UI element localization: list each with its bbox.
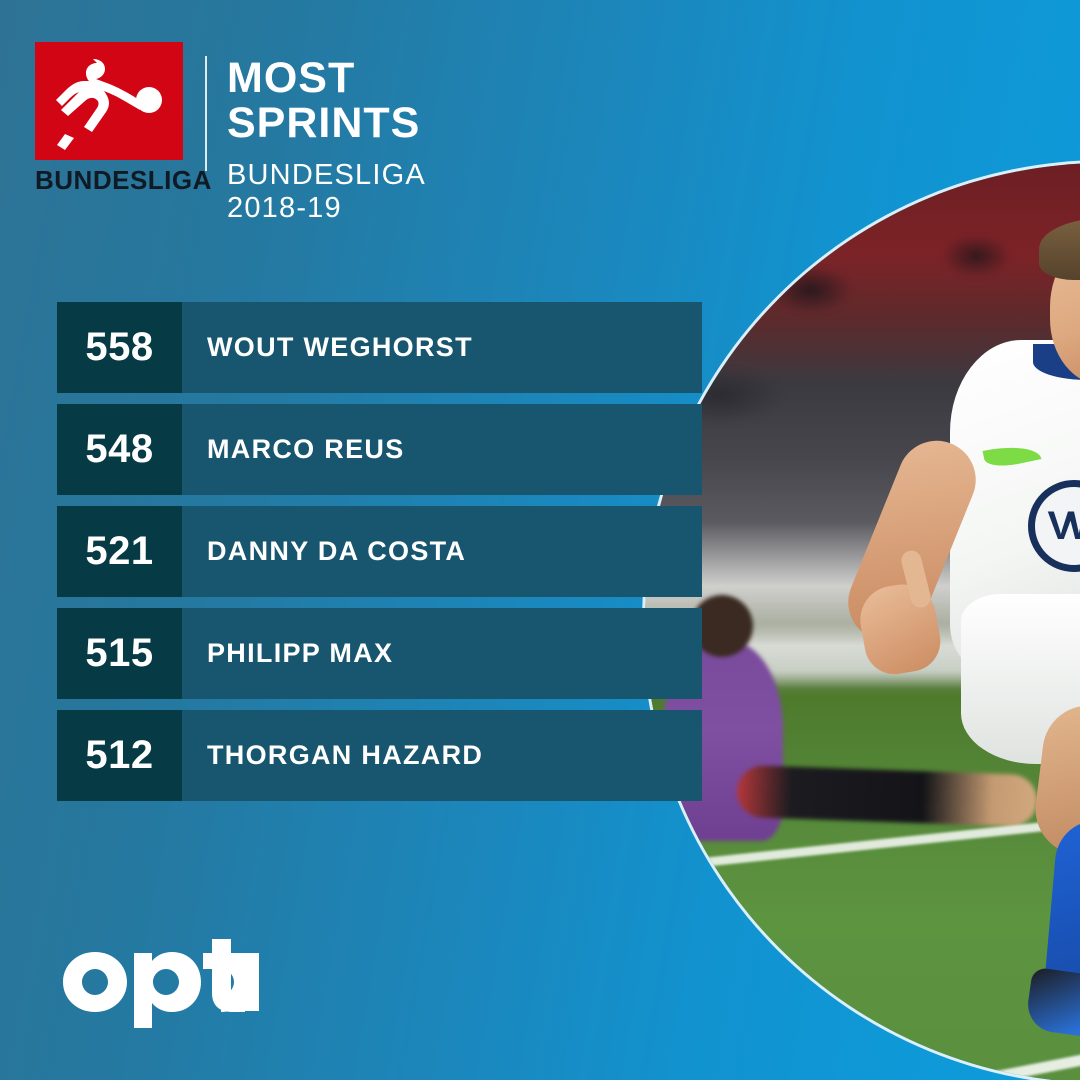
sprint-count: 558 [85, 325, 154, 369]
table-row: 515 PHILIPP MAX [57, 608, 702, 699]
player-hair [1038, 217, 1080, 280]
opta-logo [62, 938, 262, 1028]
sprint-count: 512 [85, 733, 154, 777]
header-divider [205, 56, 207, 171]
sprints-bar-chart: 558 WOUT WEGHORST 548 MARCO REUS 521 DAN… [57, 302, 702, 801]
player-photo-circle: VW W 9 [645, 163, 1080, 1080]
page-title: MOST SPRINTS [227, 54, 421, 148]
value-block: 558 [57, 302, 182, 393]
value-block: 512 [57, 710, 182, 801]
player-name: DANNY DA COSTA [207, 536, 467, 566]
table-row: 558 WOUT WEGHORST [57, 302, 702, 393]
table-row: 512 THORGAN HAZARD [57, 710, 702, 801]
sprint-count: 521 [85, 529, 154, 573]
player-name: PHILIPP MAX [207, 638, 394, 668]
bundesliga-logo [35, 42, 183, 160]
player-name: MARCO REUS [207, 434, 405, 464]
value-block: 548 [57, 404, 182, 495]
header-text-group: MOST SPRINTS BUNDESLIGA 2018-19 [227, 54, 425, 225]
sprint-count: 515 [85, 631, 154, 675]
table-row: 521 DANNY DA COSTA [57, 506, 702, 597]
value-block: 515 [57, 608, 182, 699]
player-photo: VW W 9 [645, 163, 1080, 1080]
player-name: WOUT WEGHORST [207, 332, 473, 362]
celebrating-player: VW W 9 [836, 209, 1080, 1080]
table-row: 548 MARCO REUS [57, 404, 702, 495]
value-block: 521 [57, 506, 182, 597]
page-subtitle: BUNDESLIGA 2018-19 [227, 159, 425, 225]
bundesliga-wordmark: BUNDESLIGA [35, 165, 212, 195]
player-boot-front [1024, 966, 1080, 1052]
player-name: THORGAN HAZARD [207, 740, 484, 770]
sprint-count: 548 [85, 427, 154, 471]
